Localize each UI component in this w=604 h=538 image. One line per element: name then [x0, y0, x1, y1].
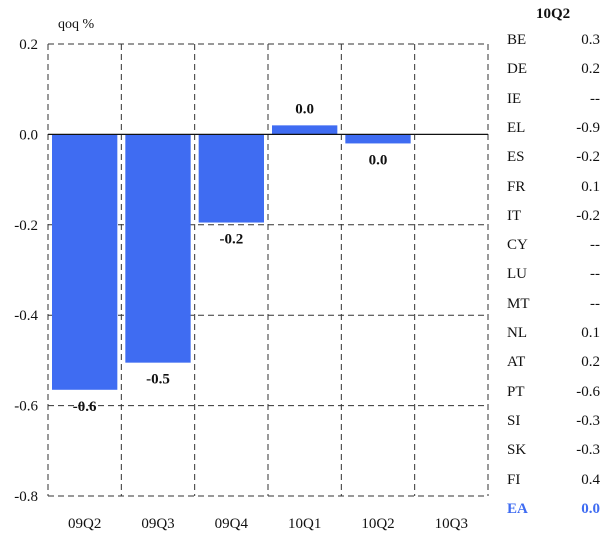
x-tick-label: 09Q3 [141, 516, 174, 532]
table-row: ES -0.2 [500, 149, 600, 171]
table-row: IE -- [500, 91, 600, 113]
country-value: 0.2 [581, 354, 600, 371]
bar-chart: 0.2 0.0 -0.2 -0.4 -0.6 -0.8 -0.6 -0.5 -0.2 0.0 0.0… [14, 17, 489, 532]
data-label: -0.5 [146, 372, 170, 388]
data-label: -0.6 [73, 399, 97, 415]
table-row: LU -- [500, 266, 600, 288]
country-code: NL [507, 325, 527, 341]
table-row: EL -0.9 [500, 120, 600, 142]
table-row: BE 0.3 [500, 32, 600, 54]
country-code: BE [507, 32, 527, 48]
country-value: -0.2 [576, 207, 600, 224]
bar [345, 134, 411, 144]
country-value: -0.3 [576, 412, 600, 429]
y-tick-label: 0.0 [19, 127, 38, 143]
x-tick-label: 09Q4 [215, 516, 249, 532]
y-tick-label: -0.6 [14, 399, 38, 415]
table-row: DE 0.2 [500, 61, 600, 83]
country-value: -0.3 [576, 442, 600, 459]
country-code: FR [507, 178, 526, 195]
x-tick-label: 10Q3 [435, 516, 468, 532]
data-label: 0.0 [369, 152, 388, 168]
x-tick-label: 09Q2 [68, 516, 101, 532]
x-tick-label: 10Q2 [361, 516, 394, 532]
country-value: 0.2 [581, 61, 600, 78]
country-value: -- [590, 295, 600, 312]
table-row: FI 0.4 [500, 472, 600, 494]
country-table: 10Q2 BE 0.3 DE 0.2 IE -- EL -0.9 ES -0.2 FR 0.1 IT -0… [500, 0, 604, 538]
country-value: 0.1 [581, 178, 600, 195]
table-row: AT 0.2 [500, 354, 600, 376]
country-value: -- [590, 90, 600, 107]
x-tick-label: 10Q1 [288, 516, 321, 532]
country-value: -- [590, 266, 600, 283]
country-code: PT [507, 383, 525, 400]
bar [198, 134, 264, 223]
table-row: IT -0.2 [500, 208, 600, 230]
country-code: AT [507, 354, 526, 371]
bar [125, 134, 191, 363]
country-code: FI [507, 471, 521, 488]
table-row: SI -0.3 [500, 413, 600, 435]
y-axis-label: qoq % [58, 17, 95, 32]
table-row: MT -- [500, 296, 600, 318]
country-code: ES [507, 149, 525, 166]
table-header: 10Q2 [536, 6, 571, 22]
table-row: PT -0.6 [500, 384, 600, 406]
data-label: -0.2 [219, 232, 243, 248]
country-value: 0.0 [581, 500, 600, 517]
country-code: SK [507, 442, 527, 459]
table-row: FR 0.1 [500, 179, 600, 201]
table-row: SK -0.3 [500, 442, 600, 464]
data-label: 0.0 [295, 101, 314, 117]
country-code: SI [507, 412, 521, 429]
country-code: EL [507, 119, 526, 136]
table-row: CY -- [500, 237, 600, 259]
country-code: LU [507, 266, 527, 283]
country-code: IE [507, 90, 522, 107]
y-tick-label: -0.4 [14, 308, 38, 324]
country-code: IT [507, 207, 522, 224]
country-value: -0.9 [576, 119, 600, 136]
country-code: EA [507, 500, 528, 517]
y-tick-label: 0.2 [19, 37, 38, 53]
country-value: 0.1 [581, 325, 600, 341]
country-value: -- [590, 237, 600, 254]
country-value: 0.4 [581, 471, 600, 488]
bar [52, 134, 118, 390]
table-row: NL 0.1 [500, 325, 600, 347]
y-tick-label: -0.8 [14, 489, 38, 505]
y-tick-label: -0.2 [14, 218, 38, 234]
bar [272, 125, 338, 135]
country-code: MT [507, 295, 530, 312]
country-value: 0.3 [581, 32, 600, 48]
country-code: CY [507, 237, 528, 254]
table-row-total: EA 0.0 [500, 501, 600, 523]
country-code: DE [507, 61, 527, 78]
country-value: -0.2 [576, 149, 600, 166]
country-value: -0.6 [576, 383, 600, 400]
